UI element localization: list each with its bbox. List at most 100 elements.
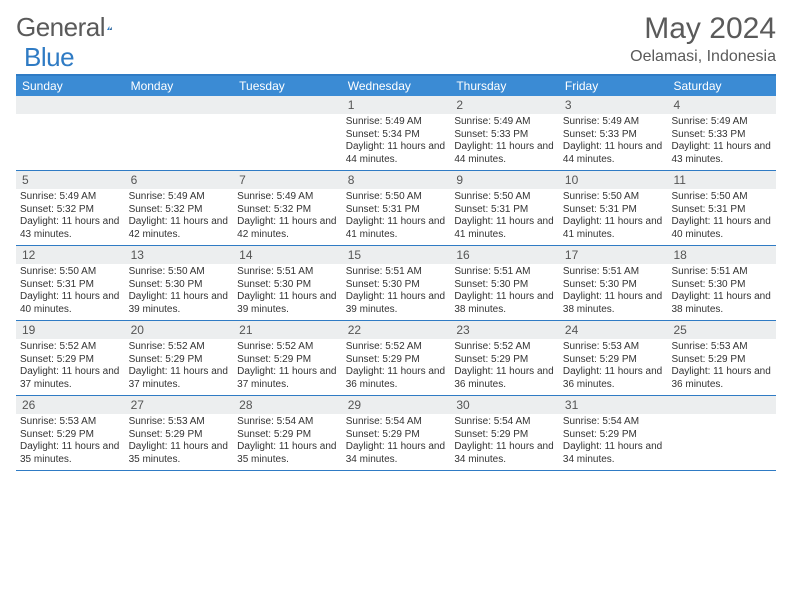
day-body: Sunrise: 5:50 AMSunset: 5:31 PMDaylight:… — [559, 189, 668, 245]
day-body: Sunrise: 5:52 AMSunset: 5:29 PMDaylight:… — [342, 339, 451, 395]
day-body: Sunrise: 5:52 AMSunset: 5:29 PMDaylight:… — [450, 339, 559, 395]
day-line: Sunset: 5:30 PM — [563, 279, 664, 292]
day-cell: 5Sunrise: 5:49 AMSunset: 5:32 PMDaylight… — [16, 171, 125, 245]
day-line: Sunrise: 5:52 AM — [346, 341, 447, 354]
day-line: Daylight: 11 hours and 39 minutes. — [129, 291, 230, 316]
day-line: Sunrise: 5:49 AM — [129, 191, 230, 204]
week-row: 12Sunrise: 5:50 AMSunset: 5:31 PMDayligh… — [16, 246, 776, 321]
day-cell: 25Sunrise: 5:53 AMSunset: 5:29 PMDayligh… — [667, 321, 776, 395]
day-number: 7 — [233, 171, 342, 189]
day-line: Sunrise: 5:50 AM — [563, 191, 664, 204]
day-line: Sunrise: 5:53 AM — [563, 341, 664, 354]
brand-name-b-wrap: Blue — [24, 42, 74, 73]
day-cell: 12Sunrise: 5:50 AMSunset: 5:31 PMDayligh… — [16, 246, 125, 320]
day-line: Daylight: 11 hours and 38 minutes. — [671, 291, 772, 316]
day-number: 8 — [342, 171, 451, 189]
day-cell: 8Sunrise: 5:50 AMSunset: 5:31 PMDaylight… — [342, 171, 451, 245]
brand-name-b: Blue — [24, 42, 74, 72]
day-line: Sunset: 5:29 PM — [454, 429, 555, 442]
week-row: 26Sunrise: 5:53 AMSunset: 5:29 PMDayligh… — [16, 396, 776, 471]
day-line: Sunset: 5:31 PM — [671, 204, 772, 217]
day-line: Sunset: 5:29 PM — [346, 354, 447, 367]
day-body: Sunrise: 5:51 AMSunset: 5:30 PMDaylight:… — [667, 264, 776, 320]
day-line: Sunrise: 5:51 AM — [454, 266, 555, 279]
day-line: Sunset: 5:29 PM — [563, 429, 664, 442]
day-line: Daylight: 11 hours and 34 minutes. — [454, 441, 555, 466]
day-body: Sunrise: 5:51 AMSunset: 5:30 PMDaylight:… — [342, 264, 451, 320]
day-body: Sunrise: 5:51 AMSunset: 5:30 PMDaylight:… — [233, 264, 342, 320]
location-label: Oelamasi, Indonesia — [630, 48, 776, 66]
day-cell: 1Sunrise: 5:49 AMSunset: 5:34 PMDaylight… — [342, 96, 451, 170]
day-line: Daylight: 11 hours and 43 minutes. — [20, 216, 121, 241]
dow-cell: Tuesday — [233, 76, 342, 96]
day-number: 21 — [233, 321, 342, 339]
day-line: Sunrise: 5:50 AM — [671, 191, 772, 204]
day-number: 29 — [342, 396, 451, 414]
dow-row: SundayMondayTuesdayWednesdayThursdayFrid… — [16, 76, 776, 96]
day-line: Sunrise: 5:50 AM — [20, 266, 121, 279]
day-body: Sunrise: 5:49 AMSunset: 5:33 PMDaylight:… — [559, 114, 668, 170]
day-cell — [16, 96, 125, 170]
day-line: Sunset: 5:29 PM — [129, 429, 230, 442]
day-number: 26 — [16, 396, 125, 414]
day-body: Sunrise: 5:49 AMSunset: 5:33 PMDaylight:… — [450, 114, 559, 170]
day-number — [233, 96, 342, 114]
day-line: Daylight: 11 hours and 38 minutes. — [563, 291, 664, 316]
day-body: Sunrise: 5:50 AMSunset: 5:31 PMDaylight:… — [667, 189, 776, 245]
day-cell: 29Sunrise: 5:54 AMSunset: 5:29 PMDayligh… — [342, 396, 451, 470]
day-line: Sunset: 5:29 PM — [129, 354, 230, 367]
day-number: 25 — [667, 321, 776, 339]
day-cell: 27Sunrise: 5:53 AMSunset: 5:29 PMDayligh… — [125, 396, 234, 470]
day-line: Sunrise: 5:49 AM — [671, 116, 772, 129]
dow-cell: Wednesday — [342, 76, 451, 96]
day-line: Sunset: 5:29 PM — [563, 354, 664, 367]
day-line: Daylight: 11 hours and 37 minutes. — [237, 366, 338, 391]
week-row: 5Sunrise: 5:49 AMSunset: 5:32 PMDaylight… — [16, 171, 776, 246]
day-line: Sunset: 5:30 PM — [671, 279, 772, 292]
day-line: Daylight: 11 hours and 35 minutes. — [20, 441, 121, 466]
day-body: Sunrise: 5:52 AMSunset: 5:29 PMDaylight:… — [16, 339, 125, 395]
day-cell: 10Sunrise: 5:50 AMSunset: 5:31 PMDayligh… — [559, 171, 668, 245]
day-line: Sunrise: 5:54 AM — [237, 416, 338, 429]
day-cell: 20Sunrise: 5:52 AMSunset: 5:29 PMDayligh… — [125, 321, 234, 395]
day-line: Sunrise: 5:52 AM — [20, 341, 121, 354]
day-cell: 4Sunrise: 5:49 AMSunset: 5:33 PMDaylight… — [667, 96, 776, 170]
day-body — [125, 114, 234, 120]
day-number: 1 — [342, 96, 451, 114]
day-cell: 23Sunrise: 5:52 AMSunset: 5:29 PMDayligh… — [450, 321, 559, 395]
day-line: Daylight: 11 hours and 37 minutes. — [129, 366, 230, 391]
day-line: Daylight: 11 hours and 41 minutes. — [346, 216, 447, 241]
day-cell: 22Sunrise: 5:52 AMSunset: 5:29 PMDayligh… — [342, 321, 451, 395]
day-cell: 28Sunrise: 5:54 AMSunset: 5:29 PMDayligh… — [233, 396, 342, 470]
day-line: Sunset: 5:32 PM — [237, 204, 338, 217]
day-body — [667, 414, 776, 420]
day-number — [125, 96, 234, 114]
day-line: Daylight: 11 hours and 39 minutes. — [237, 291, 338, 316]
day-number: 9 — [450, 171, 559, 189]
day-line: Sunset: 5:31 PM — [346, 204, 447, 217]
day-line: Sunset: 5:29 PM — [237, 429, 338, 442]
day-line: Daylight: 11 hours and 42 minutes. — [237, 216, 338, 241]
day-line: Daylight: 11 hours and 44 minutes. — [563, 141, 664, 166]
day-number: 24 — [559, 321, 668, 339]
day-number: 5 — [16, 171, 125, 189]
day-body: Sunrise: 5:49 AMSunset: 5:32 PMDaylight:… — [125, 189, 234, 245]
day-number: 12 — [16, 246, 125, 264]
day-line: Daylight: 11 hours and 36 minutes. — [671, 366, 772, 391]
dow-cell: Thursday — [450, 76, 559, 96]
day-line: Sunset: 5:33 PM — [563, 129, 664, 142]
day-line: Sunset: 5:29 PM — [671, 354, 772, 367]
day-cell: 13Sunrise: 5:50 AMSunset: 5:30 PMDayligh… — [125, 246, 234, 320]
day-number: 17 — [559, 246, 668, 264]
day-line: Sunrise: 5:54 AM — [563, 416, 664, 429]
day-cell: 15Sunrise: 5:51 AMSunset: 5:30 PMDayligh… — [342, 246, 451, 320]
day-line: Sunset: 5:29 PM — [237, 354, 338, 367]
day-cell: 11Sunrise: 5:50 AMSunset: 5:31 PMDayligh… — [667, 171, 776, 245]
day-body: Sunrise: 5:52 AMSunset: 5:29 PMDaylight:… — [125, 339, 234, 395]
day-body: Sunrise: 5:49 AMSunset: 5:33 PMDaylight:… — [667, 114, 776, 170]
day-line: Sunset: 5:29 PM — [20, 429, 121, 442]
day-number: 18 — [667, 246, 776, 264]
day-line: Sunset: 5:31 PM — [454, 204, 555, 217]
day-line: Daylight: 11 hours and 40 minutes. — [20, 291, 121, 316]
day-line: Sunrise: 5:50 AM — [129, 266, 230, 279]
